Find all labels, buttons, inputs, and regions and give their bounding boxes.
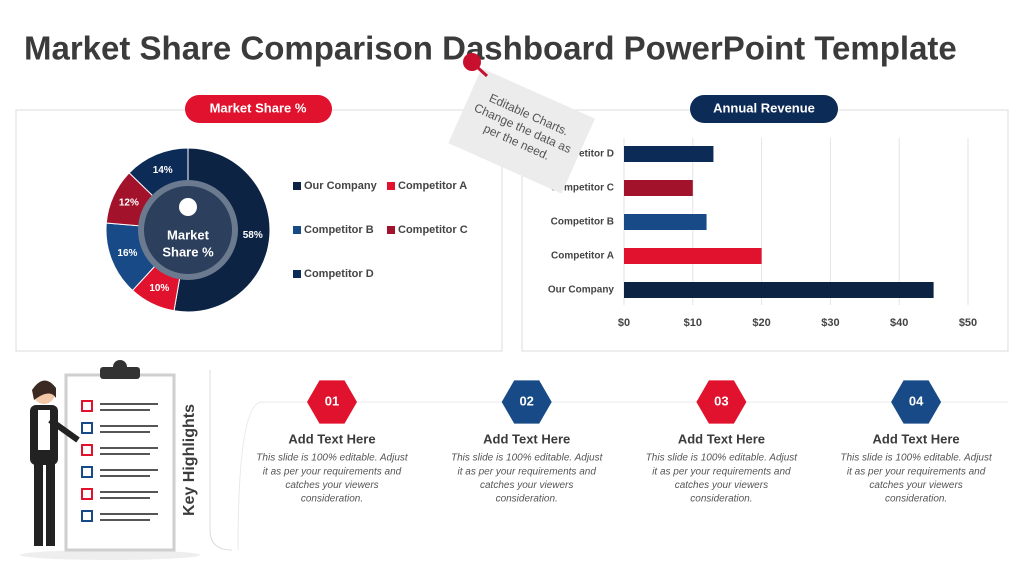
legend-swatch	[293, 226, 301, 234]
legend-swatch	[387, 182, 395, 190]
item-body: consideration.	[885, 494, 947, 505]
x-tick-label: $30	[821, 317, 839, 329]
item-body: catches your viewers	[285, 480, 378, 491]
data-label: 10%	[149, 283, 169, 294]
x-tick-label: $40	[890, 317, 908, 329]
donut-chart: 58% 10% 16% 12% 14% Market Share % Our Company C…	[105, 147, 468, 313]
data-label: 12%	[119, 198, 139, 209]
item-body: This slide is 100% editable. Adjust	[256, 453, 409, 464]
pill	[690, 95, 838, 123]
item-body: it as per your requirements and	[652, 466, 791, 477]
donut-ring	[138, 180, 238, 280]
item-body: catches your viewers	[480, 480, 573, 491]
y-tick-label: Competitor C	[551, 183, 614, 194]
slide-title: Market Share Comparison Dashboard PowerP…	[24, 30, 957, 67]
data-label: 14%	[153, 165, 173, 176]
divider	[209, 370, 233, 551]
hexagon	[696, 380, 747, 424]
y-tick-label: Our Company	[548, 285, 615, 296]
item-heading: Add Text Here	[678, 431, 765, 446]
y-tick-label: Competitor B	[551, 217, 614, 228]
legend-label: Competitor A	[398, 180, 467, 192]
section-title: Key Highlights	[181, 404, 198, 516]
legend-swatch	[387, 226, 395, 234]
hexagon	[307, 380, 357, 424]
center-label: Share %	[162, 244, 214, 259]
pill	[185, 95, 332, 123]
y-tick-label: Competitor D	[551, 149, 614, 160]
legend-swatch	[293, 182, 301, 190]
item-number: 03	[714, 393, 728, 408]
bar	[624, 214, 707, 230]
legend-label: Competitor D	[304, 268, 374, 280]
item-body: it as per your requirements and	[457, 466, 596, 477]
item-body: This slide is 100% editable. Adjust	[646, 453, 799, 464]
hexagon	[891, 380, 942, 424]
item-body: catches your viewers	[675, 480, 768, 491]
item-body: it as per your requirements and	[263, 466, 402, 477]
legend-swatch	[293, 270, 301, 278]
item-heading: Add Text Here	[873, 431, 960, 446]
item-body: consideration.	[690, 494, 752, 505]
icon	[179, 198, 197, 216]
bar	[624, 180, 693, 196]
illustration	[20, 360, 200, 560]
item-number: 04	[909, 393, 924, 408]
bar-chart: $0 $10 $20 $30 $40 $50 Our Company Competitor A…	[548, 138, 977, 329]
legend-label: Competitor B	[304, 224, 374, 236]
legend-label: Competitor C	[398, 224, 468, 236]
bar	[624, 282, 934, 298]
data-label: 58%	[243, 230, 263, 241]
item-body: consideration.	[301, 494, 363, 505]
y-tick-label: Competitor A	[551, 251, 614, 262]
legend-label: Our Company	[304, 180, 378, 192]
chart-title: Annual Revenue	[713, 100, 815, 115]
x-tick-label: $20	[752, 317, 770, 329]
x-tick-label: $0	[618, 317, 630, 329]
x-tick-label: $10	[684, 317, 702, 329]
donut-hole	[140, 182, 236, 278]
chart-title: Market Share %	[210, 100, 307, 115]
item-body: it as per your requirements and	[847, 466, 986, 477]
x-tick-label: $50	[959, 317, 977, 329]
item-number: 01	[325, 393, 339, 408]
item-heading: Add Text Here	[288, 431, 375, 446]
hexagon	[501, 380, 552, 424]
item-body: consideration.	[496, 494, 558, 505]
note-paper	[448, 68, 595, 194]
divider	[237, 401, 1008, 551]
item-heading: Add Text Here	[483, 431, 570, 446]
item-body: This slide is 100% editable. Adjust	[840, 453, 993, 464]
pin	[474, 64, 489, 78]
item-body: This slide is 100% editable. Adjust	[451, 453, 604, 464]
bar	[624, 146, 714, 162]
item-body: catches your viewers	[869, 480, 962, 491]
item-number: 02	[519, 393, 533, 408]
data-label: 16%	[117, 248, 137, 259]
bar	[624, 248, 762, 264]
center-label: Market	[167, 227, 210, 242]
